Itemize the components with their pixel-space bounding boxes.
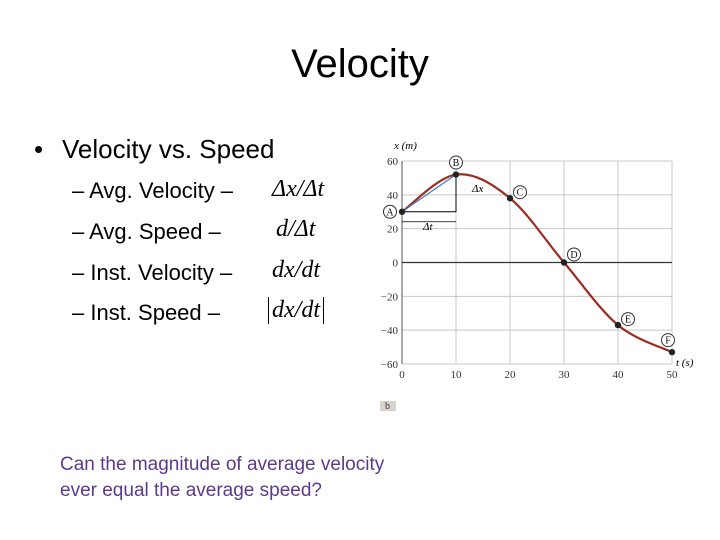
y-tick-label: −20 xyxy=(381,291,399,303)
y-tick-label: −40 xyxy=(381,325,399,337)
bullet-velocity-vs-speed: • Velocity vs. Speed xyxy=(34,134,274,165)
item-inst-velocity: – Inst. Velocity – xyxy=(72,260,233,285)
data-point-d xyxy=(560,259,568,266)
point-label-a: A xyxy=(386,207,394,218)
formula-inst-speed: dx/dt xyxy=(268,297,324,324)
formula-avg-speed: d/Δt xyxy=(276,216,316,242)
formula-inst-velocity: dx/dt xyxy=(272,257,320,283)
point-label-ring-c xyxy=(513,185,527,200)
y-axis-label: x (m) xyxy=(393,140,417,152)
data-point-e xyxy=(614,321,622,329)
item-avg-speed: – Avg. Speed – xyxy=(72,219,221,244)
y-tick-label: 40 xyxy=(387,190,399,202)
x-tick-label: 40 xyxy=(613,369,625,381)
position-curve xyxy=(401,173,673,354)
y-tick-label: 0 xyxy=(393,258,399,270)
formula-avg-velocity: Δx/Δt xyxy=(272,176,325,202)
data-point-c xyxy=(506,195,514,202)
question-line-2: ever equal the average speed? xyxy=(60,480,322,501)
bullet-dot-icon: • xyxy=(34,134,44,164)
question-text: Can the magnitude of average velocity ev… xyxy=(60,452,460,504)
item-inst-speed: – Inst. Speed – xyxy=(72,300,220,325)
secant-line xyxy=(401,174,457,213)
panel-label-box xyxy=(380,401,396,411)
bullet-text: Velocity vs. Speed xyxy=(62,134,275,164)
x-tick-label: 50 xyxy=(667,369,679,381)
y-tick-label: 20 xyxy=(387,224,399,236)
point-label-ring-e xyxy=(621,312,635,327)
x-axis-label: t (s) xyxy=(676,357,694,369)
dx-annotation: Δx xyxy=(471,183,483,195)
point-label-ring-d xyxy=(567,247,581,262)
question-line-1: Can the magnitude of average velocity xyxy=(60,454,385,475)
slide-title: Velocity xyxy=(291,42,429,86)
point-label-ring-a xyxy=(383,204,397,219)
x-tick-label: 10 xyxy=(451,369,463,381)
item-avg-velocity: – Avg. Velocity – xyxy=(72,178,234,203)
point-label-f: F xyxy=(665,336,671,347)
dt-annotation: Δt xyxy=(422,221,433,233)
chart-grid-layer xyxy=(401,160,673,365)
panel-label: b xyxy=(385,401,390,412)
y-tick-label: −60 xyxy=(381,359,399,371)
x-tick-label: 30 xyxy=(559,369,571,381)
x-tick-label: 0 xyxy=(399,369,405,381)
point-label-e: E xyxy=(625,315,631,326)
position-time-chart: x (m) t (s) b Δx Δt 0 10 20 30 40 50 60 40 20 0 −2… xyxy=(380,140,694,412)
x-tick-label: 20 xyxy=(505,369,517,381)
point-label-ring-f xyxy=(661,333,675,348)
data-point-f xyxy=(668,348,676,356)
y-tick-label: 60 xyxy=(387,156,399,168)
data-point-a xyxy=(398,208,406,215)
point-label-c: C xyxy=(517,188,524,199)
point-label-ring-b xyxy=(449,155,463,170)
point-label-b: B xyxy=(453,158,460,169)
data-point-b xyxy=(452,171,460,178)
point-label-d: D xyxy=(570,250,577,261)
